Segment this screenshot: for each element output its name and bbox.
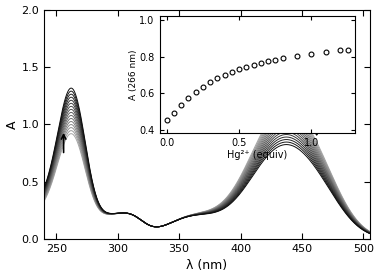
X-axis label: λ (nm): λ (nm): [186, 259, 227, 272]
Y-axis label: A: A: [6, 120, 19, 128]
